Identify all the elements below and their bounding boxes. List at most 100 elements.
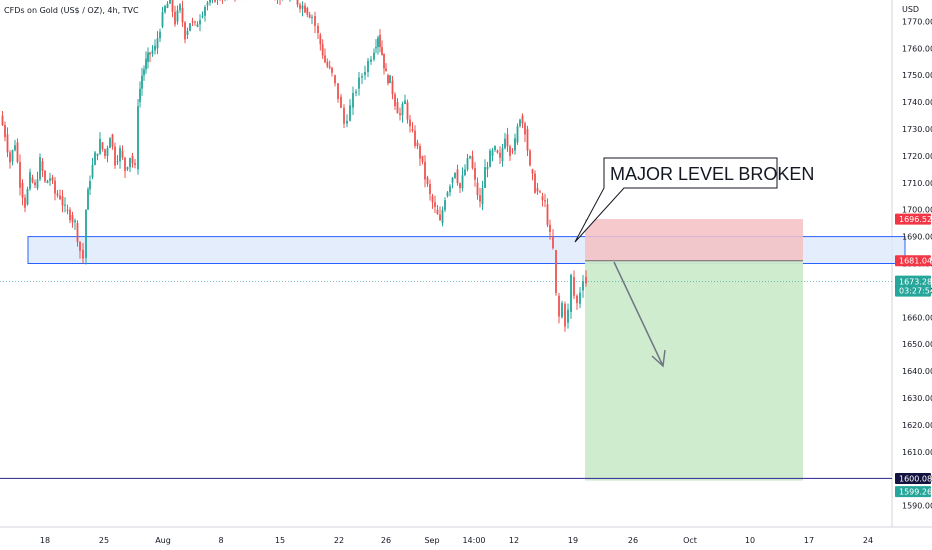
candle-body <box>89 181 91 190</box>
candle-body <box>19 161 21 188</box>
take-profit-zone[interactable] <box>585 260 803 481</box>
stop-price-tag-bg <box>895 213 931 225</box>
candle <box>145 51 147 74</box>
candle-body <box>1 115 4 126</box>
candle-body <box>74 220 76 223</box>
candle-body <box>387 75 389 84</box>
candle-body <box>421 155 424 162</box>
candle <box>464 164 466 177</box>
candle-body <box>399 113 401 115</box>
candle-body <box>484 167 486 188</box>
candle <box>436 204 439 215</box>
candle <box>524 121 526 142</box>
candle <box>26 186 29 206</box>
candle <box>66 204 69 215</box>
candle-body <box>166 3 169 8</box>
candle <box>549 219 551 240</box>
candle-body <box>504 138 506 149</box>
projection-arrow[interactable] <box>613 261 666 368</box>
candle <box>109 136 111 149</box>
candle <box>552 229 554 250</box>
candle <box>11 149 14 166</box>
candle-body <box>164 6 166 13</box>
candle <box>79 241 81 259</box>
candle-body <box>567 309 569 323</box>
candle-body <box>54 180 56 194</box>
candle-body <box>429 184 431 195</box>
candle-body <box>14 145 16 151</box>
candle-body <box>381 47 383 55</box>
candle-body <box>385 68 387 72</box>
candle-body <box>558 295 560 317</box>
candle <box>499 146 501 165</box>
candle <box>31 174 34 184</box>
candle-body <box>409 119 411 127</box>
candle-body <box>582 281 584 291</box>
candle <box>474 162 476 187</box>
candle-body <box>564 303 566 327</box>
candle <box>355 89 357 97</box>
candle-body <box>570 274 572 312</box>
candle-body <box>579 292 581 304</box>
candle-body <box>361 76 363 78</box>
candle-body <box>464 169 466 176</box>
candle-body <box>499 152 501 158</box>
candle-body <box>394 94 396 107</box>
candle <box>340 94 342 109</box>
candle <box>181 0 184 27</box>
stop-loss-zone[interactable] <box>585 219 803 261</box>
x-tick-label: 12 <box>509 536 519 545</box>
candle <box>514 133 516 155</box>
annotation-callout[interactable]: MAJOR LEVEL BROKEN <box>574 157 814 243</box>
candle <box>14 139 16 152</box>
candle <box>114 142 116 169</box>
entry-price-tag: 1681.04 <box>899 257 932 266</box>
candle <box>156 31 159 55</box>
candle <box>24 194 26 213</box>
candle-body <box>406 102 409 120</box>
candle-body <box>66 209 69 211</box>
candle <box>585 270 587 287</box>
candle <box>454 172 456 180</box>
candle <box>101 142 104 152</box>
candle <box>469 155 471 160</box>
candle-body <box>61 196 64 206</box>
x-tick-label: Oct <box>683 536 697 545</box>
candle-body <box>486 166 489 170</box>
candle-body <box>491 150 494 156</box>
candle <box>449 184 451 197</box>
candle <box>204 5 206 22</box>
y-tick-label: 1720.00 <box>902 152 932 161</box>
candle <box>446 190 449 198</box>
candle-body <box>506 134 509 147</box>
candle <box>536 183 539 195</box>
candle <box>9 150 11 169</box>
x-tick-label: 18 <box>40 536 50 545</box>
candle <box>426 175 429 187</box>
candle <box>466 153 469 172</box>
candle-body <box>461 175 464 189</box>
candle-body <box>370 59 372 62</box>
candle-body <box>189 23 191 31</box>
candle <box>526 125 529 157</box>
candle <box>399 107 401 121</box>
candle-body <box>416 142 419 147</box>
candle-body <box>449 186 451 193</box>
candle-body <box>328 66 331 68</box>
candle-body <box>126 167 129 170</box>
candle <box>419 143 421 167</box>
target-price-tag-bg <box>895 486 931 498</box>
candle <box>106 145 109 163</box>
y-tick-label: 1710.00 <box>902 179 932 188</box>
candle-body <box>156 38 159 49</box>
candle <box>201 11 204 19</box>
candle <box>387 73 389 86</box>
candle-body <box>119 147 121 162</box>
candle-body <box>534 173 536 193</box>
candle <box>358 72 360 96</box>
candle <box>494 145 496 152</box>
candle-body <box>114 146 116 166</box>
y-tick-label: 1740.00 <box>902 98 932 107</box>
candle-body <box>509 146 511 156</box>
